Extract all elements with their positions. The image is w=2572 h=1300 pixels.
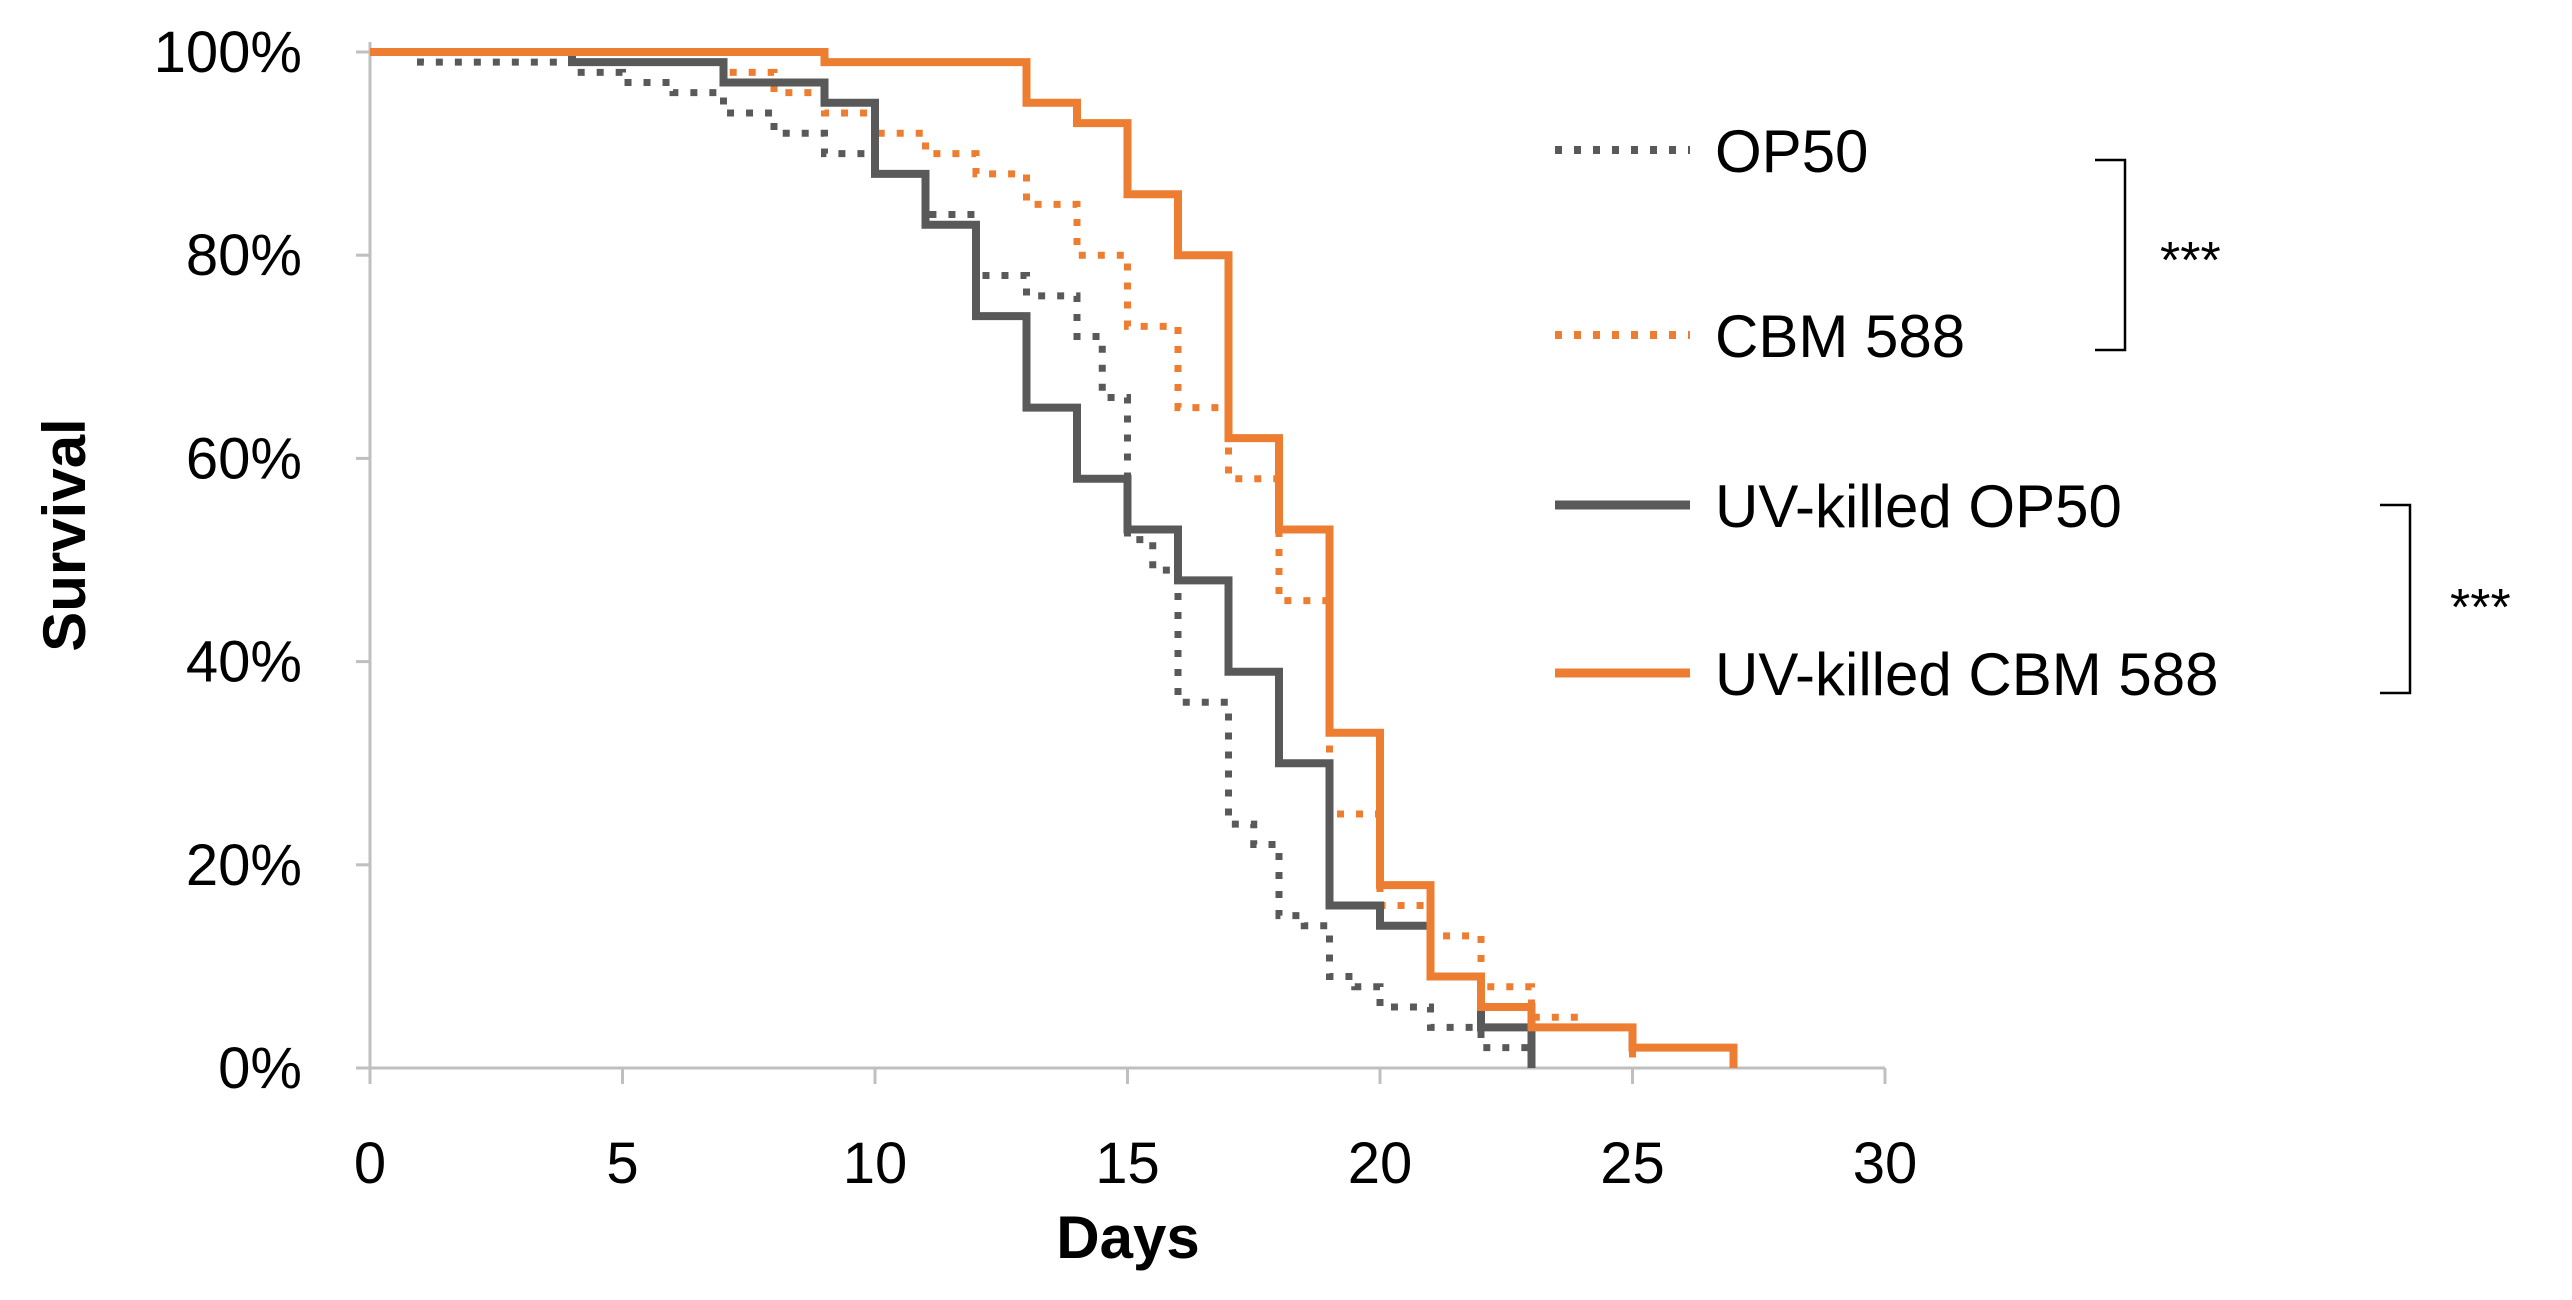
series-lines — [370, 48, 1738, 1068]
y-tick-label: 40% — [186, 630, 302, 695]
x-tick-label: 25 — [1600, 1131, 1665, 1196]
legend-label: OP50 — [1715, 118, 1868, 185]
x-tick-label: 20 — [1348, 1131, 1413, 1196]
significance-bracket — [2380, 503, 2412, 695]
legend-label: UV-killed OP50 — [1715, 473, 2122, 540]
significance-bracket — [2095, 158, 2127, 352]
y-tick-label: 60% — [186, 426, 302, 491]
significance-annotations: *** *** — [2095, 158, 2511, 695]
x-tick-label: 15 — [1095, 1131, 1160, 1196]
axis-labels: Days Survival — [31, 418, 1200, 1271]
x-tick-label: 30 — [1853, 1131, 1918, 1196]
x-tick-label: 5 — [606, 1131, 638, 1196]
series-line-uv-killed-cbm-588 — [370, 48, 1738, 1068]
legend-label: UV-killed CBM 588 — [1715, 641, 2219, 708]
legend-label: CBM 588 — [1715, 303, 1965, 370]
significance-label: *** — [2450, 579, 2511, 637]
x-tick-label: 10 — [843, 1131, 908, 1196]
legend: OP50 CBM 588 UV-killed OP50 UV-killed CBM 5… — [1555, 118, 2219, 708]
series-line-uv-killed-op50 — [370, 48, 1536, 1068]
y-tick-label: 100% — [154, 20, 302, 85]
axes: 0 5 10 15 20 25 30 0% 20% 40% 60% 80% 100% — [154, 20, 1918, 1196]
y-tick-label: 0% — [218, 1036, 302, 1101]
significance-label: *** — [2160, 232, 2221, 290]
series-line-cbm-588 — [370, 48, 1636, 1068]
series-line-op50 — [370, 48, 1535, 1068]
x-tick-label: 0 — [354, 1131, 386, 1196]
y-tick-label: 80% — [186, 223, 302, 288]
x-axis-title: Days — [1056, 1204, 1199, 1271]
y-axis-title: Survival — [31, 418, 98, 651]
y-tick-label: 20% — [186, 833, 302, 898]
